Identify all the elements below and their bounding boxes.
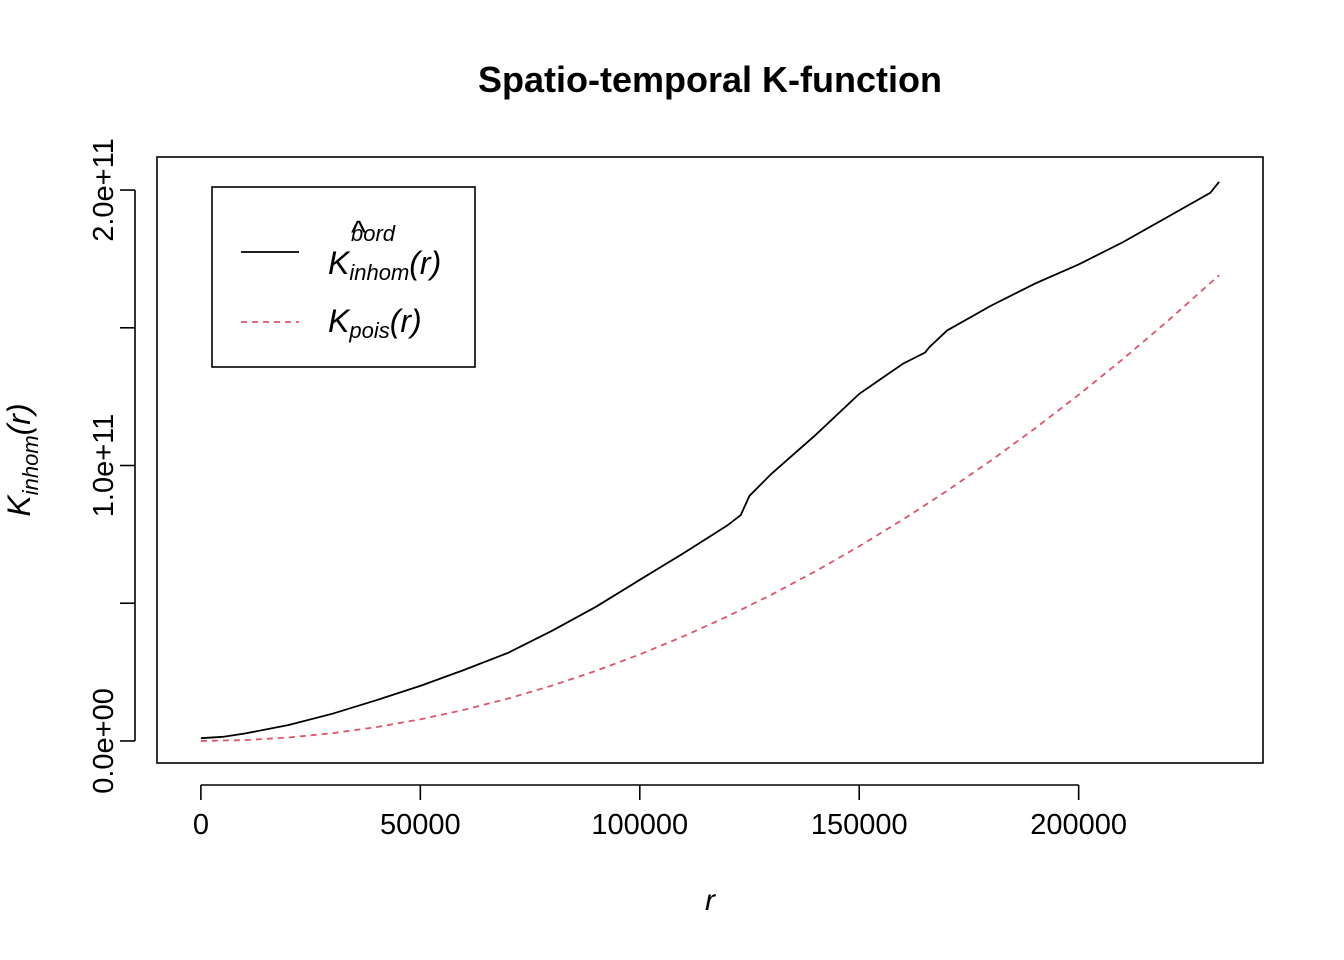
legend-kbord-arg: (r)	[409, 245, 441, 281]
y-tick-label: 2.0e+11	[88, 138, 120, 241]
series-line-kbord	[200, 181, 1220, 740]
x-tick-label: 100000	[591, 809, 688, 841]
legend-hat-kbord: ^	[350, 214, 366, 250]
x-tick-label: 50000	[380, 809, 461, 841]
x-axis-label: r	[705, 884, 716, 917]
x-tick-label: 200000	[1030, 809, 1127, 841]
legend-kpois-base: K	[328, 303, 351, 339]
y-axis-label-base: K	[1, 494, 37, 517]
y-tick-label: 0.0e+00	[88, 688, 120, 794]
svg-text:Kinhom(r): Kinhom(r)	[1, 403, 43, 516]
legend-kbord-sub: inhom	[349, 260, 409, 285]
x-tick-label: 0	[193, 809, 209, 841]
y-axis: 0.0e+00 1.0e+11 2.0e+11	[88, 138, 136, 794]
series-line-kpois	[200, 274, 1220, 742]
legend-entry-kpois: Kpois(r)	[328, 303, 422, 343]
legend-kpois-sub: pois	[348, 318, 389, 343]
series-layer	[200, 181, 1220, 742]
chart-title: Spatio-temporal K-function	[478, 59, 942, 100]
legend-kbord-base: K	[328, 245, 351, 281]
legend-kbord-sup: bord	[351, 221, 396, 246]
legend-entry-kbord: Kinhom(r)	[328, 245, 441, 285]
legend-kpois-arg: (r)	[390, 303, 422, 339]
y-axis-label-sub: inhom	[18, 435, 43, 495]
legend-box	[211, 186, 476, 368]
y-axis-label: Kinhom(r)	[1, 403, 43, 516]
plot-area	[156, 156, 1264, 764]
y-axis-label-arg: (r)	[1, 403, 37, 435]
legend: ^ Kinhom(r) bord Kpois(r)	[211, 186, 476, 368]
y-tick-label: 1.0e+11	[88, 414, 120, 517]
x-axis: 0 50000 100000 150000 200000	[193, 784, 1127, 841]
x-tick-label: 150000	[811, 809, 908, 841]
